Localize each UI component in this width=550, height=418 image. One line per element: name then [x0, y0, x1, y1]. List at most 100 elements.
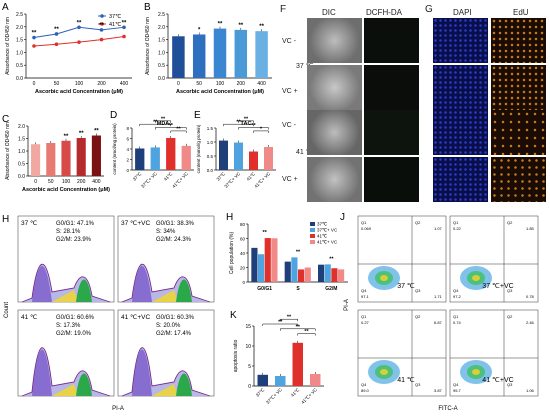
x-tick-label: 200 [237, 81, 246, 87]
quadrant-label: Q4 [361, 288, 367, 293]
s-phase [52, 384, 78, 396]
quadrant-value: 89.0 [361, 388, 370, 393]
x-tick-label: 100 [216, 81, 225, 87]
sig-bracket [155, 127, 187, 130]
sig-label: ** [296, 249, 301, 255]
y-tick-label: 2.5 [158, 12, 165, 18]
x-tick-label: 100 [62, 179, 71, 185]
histogram-outline [121, 263, 211, 303]
cell-cloud-center [472, 369, 480, 375]
bar [251, 247, 258, 282]
dapi-image [433, 110, 488, 155]
flow-frame [357, 215, 447, 303]
bar [275, 376, 286, 386]
cell-cloud-center [472, 275, 480, 281]
condition-label: 37 ℃+VC [482, 283, 513, 290]
y-axis-label: Count [4, 302, 10, 318]
y-tick-label: 10 [245, 344, 251, 350]
s-phase [152, 290, 178, 302]
sig-label: ** [244, 116, 249, 122]
panel-g: G DAPI EdU [425, 2, 548, 202]
x-tick-label: 37℃+ VC [265, 387, 283, 405]
flow-frame [357, 309, 447, 397]
sig-label: ** [94, 129, 99, 135]
quadrant-label: Q3 [507, 382, 513, 387]
x-tick-label: 100 [75, 81, 84, 87]
y-axis-label: content (mmol/g protein) [196, 124, 201, 173]
sig-bracket [238, 127, 269, 130]
data-point [32, 44, 36, 48]
data-point [77, 40, 81, 44]
g0g1-label: G0/G1: 60.6% [56, 315, 95, 321]
g0g1-peak [32, 349, 52, 396]
y-tick-label: 0 [242, 280, 245, 285]
x-tick-label: G2/M [325, 286, 337, 292]
y-tick-label: 0 [248, 384, 251, 390]
y-tick-label: 0.5 [18, 162, 25, 168]
sig-label: ** [238, 23, 243, 29]
quadrant-value: 0.069 [361, 226, 372, 231]
data-point [122, 34, 126, 39]
histogram-outline [121, 347, 211, 397]
bar [292, 342, 303, 386]
y-tick-label: 8 [126, 126, 129, 131]
quadrant-label: Q1 [361, 314, 367, 319]
quadrant-value: 97.2 [453, 294, 462, 299]
y-tick-label: 80 [240, 222, 246, 227]
legend-swatch [310, 228, 315, 232]
g2m-label: G2/M: 24.3% [156, 237, 192, 243]
x-tick-label: G0/G1 [257, 286, 272, 292]
bar [46, 143, 56, 176]
sig-bracket [223, 123, 254, 127]
y-axis-label: apoptosis ratio [233, 340, 239, 373]
bar [150, 147, 160, 170]
sig-label: ** [79, 131, 84, 137]
bar [76, 138, 86, 176]
quadrant-value: 1.85 [526, 226, 535, 231]
bar [291, 257, 298, 282]
sig-label: ** [99, 23, 104, 29]
y-tick-label: 2.0 [18, 124, 25, 130]
bar [135, 148, 145, 170]
panel-f: F DIC DCFH-DA VC - 37 ℃ VC + VC - 41 ℃ V… [280, 2, 425, 202]
group-label: 37 ℃ [296, 63, 314, 70]
x-axis-label: FITC-A [438, 406, 457, 412]
group-label: 41 ℃ [296, 149, 314, 156]
legend-label: 37℃ [109, 14, 122, 20]
bar [234, 142, 243, 170]
y-tick-label: 6 [126, 137, 129, 142]
y-tick-label: 1.5 [158, 38, 165, 44]
x-tick-label: 37℃ [132, 171, 143, 182]
panel-letter: J [340, 212, 345, 223]
data-point [54, 32, 59, 36]
x-axis-label: Ascorbic acid Concentration (μM) [22, 187, 110, 193]
cell-cloud-center [380, 369, 388, 375]
panel-k-bar-chart: K 0 5 10 15 apoptosis ratio 37℃ 37℃+ VC 41℃ 41℃+ … [230, 310, 324, 405]
sig-label: ** [287, 315, 292, 321]
col-label-edu: EdU [513, 8, 529, 17]
col-label-dcfh: DCFH-DA [366, 8, 402, 17]
edu-image [491, 110, 546, 155]
s-phase [152, 384, 178, 396]
y-tick-label: 0 [126, 168, 129, 173]
sig-label: ** [153, 120, 158, 126]
g0g1-peak [132, 349, 152, 396]
panel-letter: H [226, 212, 233, 223]
sig-label: ** [161, 116, 166, 122]
data-point [99, 28, 104, 32]
sig-label: ** [64, 134, 69, 140]
g0g1-label: G0/G1: 60.3% [156, 315, 195, 321]
y-axis-label: Absorbance of OD450 nm [5, 17, 11, 75]
y-axis-label: content (nmol/mg protein) [112, 123, 117, 175]
panel-letter: F [280, 4, 287, 15]
quadrant-label: Q4 [453, 288, 459, 293]
quadrant-value: 0.78 [526, 294, 535, 299]
g0g1-peak [132, 266, 152, 302]
dic-image [307, 110, 362, 155]
bar [249, 151, 258, 170]
y-tick-label: 0.0 [18, 174, 25, 180]
x-tick-label: 0 [177, 81, 180, 87]
sig-label: ** [77, 20, 82, 26]
condition-label: 41 ℃ [397, 377, 415, 384]
bar [271, 238, 278, 282]
